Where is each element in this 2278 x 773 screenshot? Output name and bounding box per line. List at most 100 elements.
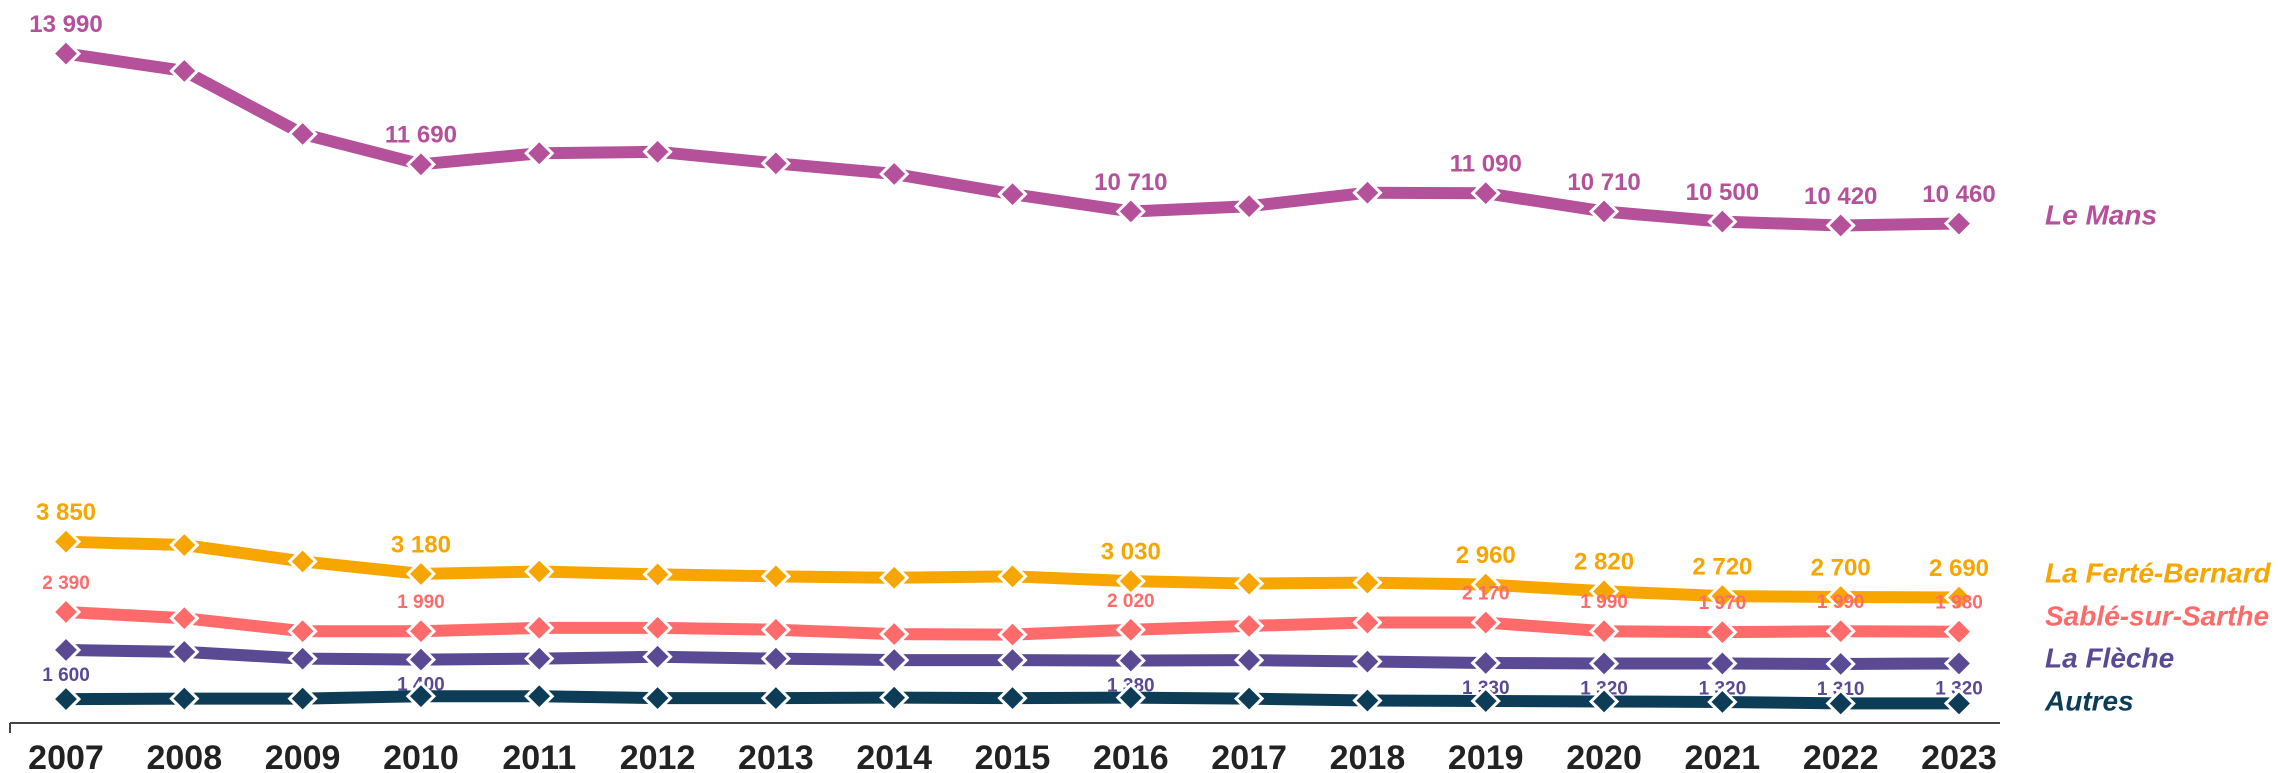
- marker: [50, 526, 82, 557]
- marker: [760, 643, 791, 674]
- marker: [1825, 210, 1856, 241]
- x-tick-label: 2017: [1211, 739, 1287, 773]
- marker: [287, 683, 318, 714]
- marker: [1588, 686, 1620, 717]
- marker: [1943, 688, 1975, 719]
- data-label: 1 970: [1699, 593, 1747, 614]
- legend-label: La Ferté-Bernard: [2045, 557, 2272, 588]
- marker: [1588, 616, 1620, 647]
- marker: [287, 546, 318, 577]
- data-label: 2 690: [1929, 555, 1989, 582]
- x-tick-label: 2016: [1093, 739, 1169, 773]
- marker: [1234, 644, 1265, 676]
- marker: [1234, 568, 1265, 599]
- marker: [1352, 177, 1383, 208]
- data-label: 3 030: [1101, 538, 1161, 565]
- marker: [405, 644, 437, 675]
- marker: [760, 682, 791, 714]
- marker: [524, 681, 555, 712]
- marker: [50, 634, 82, 666]
- x-tick-label: 2013: [738, 739, 814, 773]
- marker: [1470, 607, 1501, 638]
- data-label: 10 420: [1804, 183, 1877, 210]
- marker: [524, 138, 555, 169]
- marker: [1943, 616, 1975, 647]
- marker: [1470, 685, 1501, 717]
- marker: [405, 616, 437, 647]
- marker: [1470, 569, 1501, 600]
- x-tick-label: 2008: [146, 739, 222, 773]
- data-label: 3 850: [36, 499, 96, 526]
- marker: [1707, 648, 1738, 679]
- marker: [642, 559, 673, 590]
- x-tick-label: 2011: [502, 739, 576, 773]
- marker: [642, 641, 673, 672]
- data-label: 1 600: [42, 665, 90, 686]
- marker: [1352, 685, 1383, 716]
- marker: [1234, 610, 1265, 642]
- marker: [997, 561, 1028, 592]
- marker: [1943, 208, 1975, 239]
- marker: [169, 529, 200, 561]
- legend-label: Sablé-sur-Sarthe: [2045, 600, 2269, 631]
- data-label: 2 700: [1811, 554, 1871, 581]
- marker: [287, 616, 318, 647]
- marker: [1352, 567, 1383, 598]
- marker: [405, 149, 437, 180]
- marker: [50, 683, 82, 715]
- marker: [524, 612, 555, 643]
- marker: [879, 682, 910, 713]
- marker: [879, 644, 910, 676]
- marker: [760, 148, 791, 179]
- data-label: 2 720: [1692, 553, 1752, 580]
- x-tick-label: 2010: [383, 739, 459, 773]
- marker: [524, 556, 555, 587]
- marker: [1470, 647, 1501, 679]
- marker: [169, 55, 200, 87]
- marker: [1352, 607, 1383, 638]
- marker: [760, 614, 791, 645]
- marker: [1115, 614, 1146, 645]
- marker: [1115, 566, 1146, 597]
- marker: [1470, 178, 1501, 209]
- marker: [879, 158, 910, 190]
- marker: [997, 682, 1028, 714]
- marker: [1588, 648, 1620, 679]
- marker: [405, 681, 437, 712]
- marker: [50, 596, 82, 628]
- marker: [642, 136, 673, 167]
- data-label: 1 990: [397, 592, 445, 613]
- data-label: 2 820: [1574, 549, 1634, 576]
- marker: [1588, 576, 1620, 607]
- x-tick-label: 2018: [1330, 739, 1406, 773]
- marker: [642, 682, 673, 714]
- x-tick-label: 2015: [975, 739, 1051, 773]
- data-label: 2 020: [1107, 591, 1155, 612]
- marker: [760, 561, 791, 592]
- marker: [405, 558, 437, 590]
- data-label: 2 170: [1462, 584, 1510, 605]
- x-tick-label: 2023: [1921, 739, 1997, 773]
- marker: [1352, 646, 1383, 677]
- data-label: 1 990: [1580, 592, 1628, 613]
- marker: [1234, 683, 1265, 714]
- marker: [1825, 648, 1856, 680]
- x-tick-label: 2019: [1448, 739, 1524, 773]
- data-label: 2 960: [1456, 542, 1516, 569]
- data-label: 11 690: [385, 122, 457, 149]
- data-label: 3 180: [391, 531, 451, 558]
- marker: [997, 179, 1028, 210]
- marker: [1234, 191, 1265, 222]
- marker: [1825, 688, 1856, 719]
- marker: [1115, 682, 1146, 713]
- data-label: 13 990: [29, 11, 102, 38]
- data-label: 1 980: [1935, 593, 1983, 614]
- legend-label: La Flèche: [2045, 642, 2174, 673]
- marker: [1943, 648, 1975, 679]
- marker: [997, 644, 1028, 676]
- x-tick-label: 2022: [1803, 739, 1879, 773]
- marker: [1115, 196, 1146, 227]
- data-label: 10 460: [1922, 181, 1995, 208]
- data-label: 2 390: [42, 573, 90, 594]
